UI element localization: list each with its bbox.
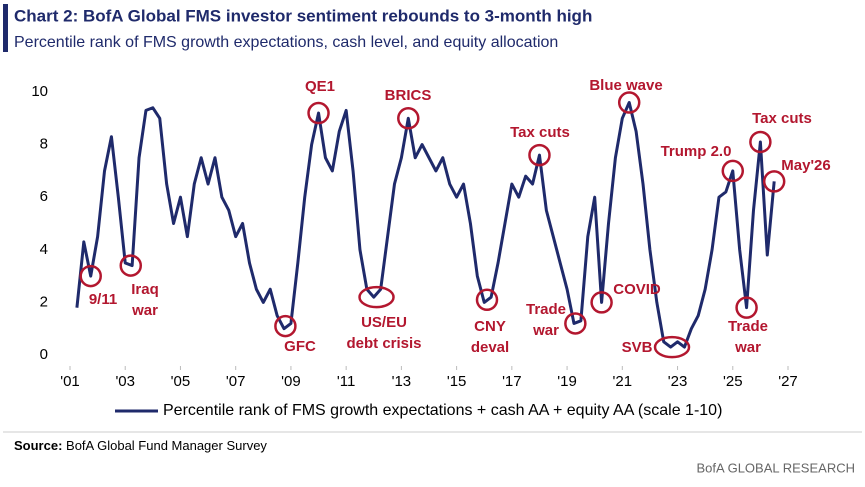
x-tick-label: '19 bbox=[557, 373, 577, 390]
annotation-label: war bbox=[131, 302, 158, 319]
annotation-circle bbox=[475, 288, 499, 312]
annotation-circle bbox=[564, 312, 587, 335]
source-text: BofA Global Fund Manager Survey bbox=[66, 438, 267, 453]
chart-title: Chart 2: BofA Global FMS investor sentim… bbox=[14, 6, 592, 25]
annotation-label: Trade bbox=[526, 301, 566, 318]
y-tick-label: 8 bbox=[40, 136, 48, 153]
series-line bbox=[75, 101, 776, 349]
x-tick-label: '09 bbox=[281, 373, 301, 390]
x-tick-label: '27 bbox=[778, 373, 798, 390]
annotation-label: war bbox=[532, 322, 559, 339]
x-tick-label: '25 bbox=[723, 373, 743, 390]
annotation-label: war bbox=[734, 339, 761, 356]
annotation-label: deval bbox=[471, 339, 509, 356]
source: Source: BofA Global Fund Manager Survey bbox=[14, 438, 267, 453]
annotation-circle bbox=[79, 264, 102, 288]
y-tick-label: 2 bbox=[40, 293, 48, 310]
y-tick-label: 4 bbox=[40, 241, 48, 258]
annotation-circle bbox=[617, 91, 641, 114]
annotation-circle bbox=[590, 291, 613, 314]
annotation-circle bbox=[358, 285, 395, 309]
annotation-label: Tax cuts bbox=[510, 124, 570, 141]
annotation-circle bbox=[397, 107, 420, 130]
y-tick-label: 0 bbox=[40, 346, 48, 363]
annotation-label: Tax cuts bbox=[752, 110, 812, 127]
x-tick-label: '05 bbox=[171, 373, 191, 390]
annotation-label: QE1 bbox=[305, 78, 335, 95]
annotation-label: GFC bbox=[284, 338, 316, 355]
chart-subtitle: Percentile rank of FMS growth expectatio… bbox=[14, 34, 558, 51]
annotation-label: SVB bbox=[622, 339, 653, 356]
x-tick-label: '01 bbox=[60, 373, 80, 390]
y-tick-label: 6 bbox=[40, 188, 48, 205]
annotation-circle bbox=[653, 335, 691, 359]
x-tick-label: '13 bbox=[392, 373, 412, 390]
x-tick-label: '21 bbox=[613, 373, 633, 390]
source-label: Source: bbox=[14, 438, 62, 453]
annotation-circle bbox=[735, 296, 758, 319]
annotation-circle bbox=[274, 314, 297, 338]
x-tick-label: '11 bbox=[337, 373, 355, 390]
annotation-label: Trump 2.0 bbox=[661, 143, 732, 160]
annotation-circle bbox=[119, 254, 143, 277]
x-tick-label: '03 bbox=[115, 373, 135, 390]
annotation-label: 9/11 bbox=[89, 291, 117, 308]
annotation-circle bbox=[307, 101, 330, 125]
annotation-label: US/EU bbox=[361, 314, 407, 331]
annotation-label: BRICS bbox=[385, 87, 432, 104]
x-tick-label: '23 bbox=[668, 373, 688, 390]
annotation-label: COVID bbox=[613, 281, 661, 298]
annotation-label: Blue wave bbox=[589, 77, 662, 94]
annotation-circle bbox=[749, 130, 772, 154]
x-tick-label: '15 bbox=[447, 373, 467, 390]
y-tick-label: 10 bbox=[31, 83, 48, 100]
annotation-circle bbox=[721, 159, 745, 183]
annotation-label: Iraq bbox=[131, 281, 159, 298]
x-tick-label: '17 bbox=[502, 373, 522, 390]
x-tick-label: '07 bbox=[226, 373, 246, 390]
annotation-label: CNY bbox=[474, 318, 506, 335]
annotation-circle bbox=[762, 170, 786, 193]
annotation-label: Trade bbox=[728, 318, 768, 335]
footer: BofA GLOBAL RESEARCH bbox=[697, 460, 855, 475]
legend-label: Percentile rank of FMS growth expectatio… bbox=[163, 402, 722, 419]
annotation-label: debt crisis bbox=[346, 335, 421, 352]
title-bar bbox=[3, 4, 8, 52]
annotation-label: May'26 bbox=[781, 157, 830, 174]
annotation-circle bbox=[528, 143, 551, 167]
